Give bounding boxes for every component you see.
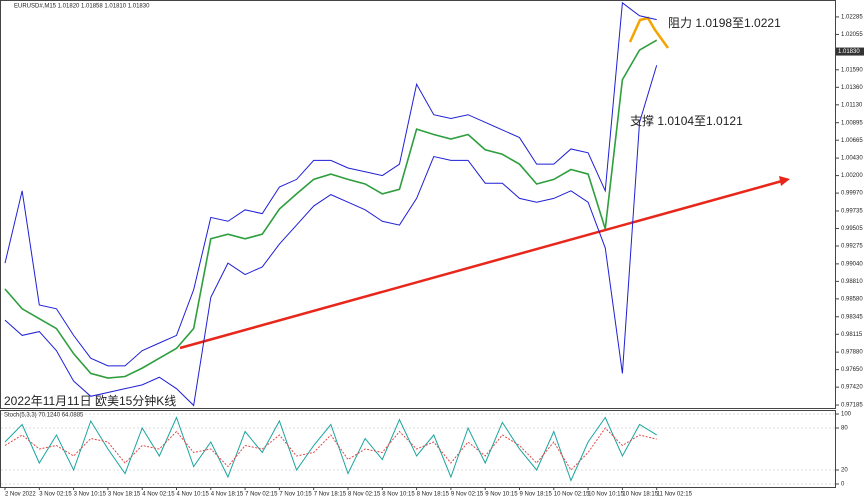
stoch-line <box>4 427 657 471</box>
y-tick-label: 0.97420 <box>841 385 863 391</box>
series-line <box>4 39 658 379</box>
x-tick-label: 10 Nov 10:15 <box>588 492 624 498</box>
y-tick-label: 0.99970 <box>841 191 863 197</box>
y-tick-label: 0.97185 <box>841 403 863 409</box>
x-tick-label: 4 Nov 10:15 <box>177 492 210 498</box>
y-tick-label: 1.02055 <box>841 32 863 38</box>
series-line <box>4 1 657 367</box>
x-tick-label: 7 Nov 02:15 <box>245 492 278 498</box>
x-tick-label: 4 Nov 02:15 <box>142 492 175 498</box>
annotation: 2022年11月11日 欧美15分钟K线 <box>4 393 176 408</box>
y-tick-label: 1.00895 <box>841 120 863 126</box>
y-tick-label: 1.00430 <box>841 156 863 162</box>
y-tick-label: 0 <box>841 482 845 488</box>
y-tick-label: 0.98345 <box>841 314 863 320</box>
arrow-head <box>779 176 790 186</box>
y-tick-label: 0.98115 <box>841 332 863 338</box>
y-tick-label: 0.98810 <box>841 279 863 285</box>
x-tick-label: 3 Nov 02:15 <box>39 492 72 498</box>
x-tick-label: 11 Nov 02:15 <box>657 492 693 498</box>
stoch-pane <box>0 410 836 488</box>
x-tick-label: 9 Nov 10:15 <box>485 492 518 498</box>
chart-title: EURUSD#,M15 1.01820 1.01858 1.01810 1.01… <box>14 4 150 10</box>
y-tick-label: 1.02285 <box>841 15 863 21</box>
x-tick-label: 8 Nov 18:15 <box>417 492 450 498</box>
y-tick-label: 0.99040 <box>841 261 863 267</box>
y-tick-label: 0.97880 <box>841 350 863 356</box>
series-line <box>4 65 658 407</box>
y-tick-label: 0.99735 <box>841 209 863 215</box>
x-tick-label: 10 Nov 02:15 <box>554 492 590 498</box>
y-tick-label: 80 <box>841 426 848 432</box>
y-tick-label: 20 <box>841 468 848 474</box>
main-pane <box>0 0 836 409</box>
trend-line <box>179 179 783 350</box>
y-tick-label: 1.01130 <box>841 102 863 108</box>
y-tick-label: 1.00665 <box>841 138 863 144</box>
x-tick-label: 10 Nov 18:15 <box>622 492 658 498</box>
x-tick-label: 3 Nov 18:15 <box>108 492 141 498</box>
annotation: 支撑 1.0104至1.0121 <box>630 113 743 128</box>
x-tick-label: 7 Nov 10:15 <box>279 492 312 498</box>
x-tick-label: 8 Nov 02:15 <box>348 492 381 498</box>
x-tick-label: 9 Nov 02:15 <box>451 492 484 498</box>
stoch-line <box>4 416 657 482</box>
x-tick-label: 3 Nov 10:15 <box>74 492 107 498</box>
x-tick-label: 2 Nov 2022 <box>5 492 36 498</box>
annotation: 阻力 1.0198至1.0221 <box>668 16 781 30</box>
current-price-box <box>836 47 864 56</box>
y-tick-label: 100 <box>841 412 852 418</box>
x-tick-label: 4 Nov 18:15 <box>211 492 244 498</box>
y-tick-label: 0.97650 <box>841 367 863 373</box>
y-tick-label: 1.01360 <box>841 85 863 91</box>
y-tick-label: 0.98580 <box>841 296 863 302</box>
y-tick-label: 0.99275 <box>841 244 863 250</box>
stoch-title: Stoch(5,3,3) 70.1240 64.0885 <box>4 413 84 419</box>
x-tick-label: 7 Nov 18:15 <box>314 492 347 498</box>
x-tick-label: 8 Nov 10:15 <box>382 492 415 498</box>
x-tick-label: 9 Nov 18:15 <box>520 492 553 498</box>
y-tick-label: 1.01590 <box>841 67 863 73</box>
current-price-label: 1.01830 <box>838 49 860 55</box>
y-tick-label: 0.99505 <box>841 226 863 232</box>
y-tick-label: 1.00200 <box>841 173 863 179</box>
